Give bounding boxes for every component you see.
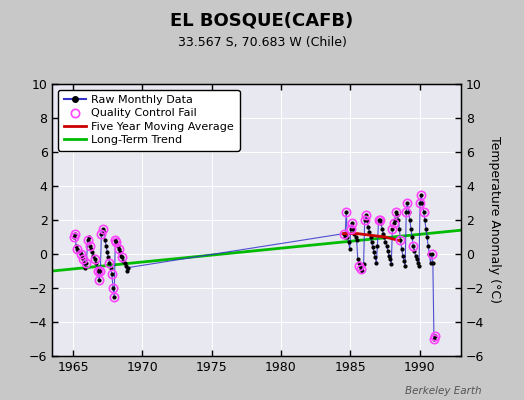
Text: 33.567 S, 70.683 W (Chile): 33.567 S, 70.683 W (Chile) <box>178 36 346 49</box>
Text: Berkeley Earth: Berkeley Earth <box>406 386 482 396</box>
Text: EL BOSQUE(CAFB): EL BOSQUE(CAFB) <box>170 12 354 30</box>
Legend: Raw Monthly Data, Quality Control Fail, Five Year Moving Average, Long-Term Tren: Raw Monthly Data, Quality Control Fail, … <box>58 90 239 151</box>
Y-axis label: Temperature Anomaly (°C): Temperature Anomaly (°C) <box>488 136 501 304</box>
